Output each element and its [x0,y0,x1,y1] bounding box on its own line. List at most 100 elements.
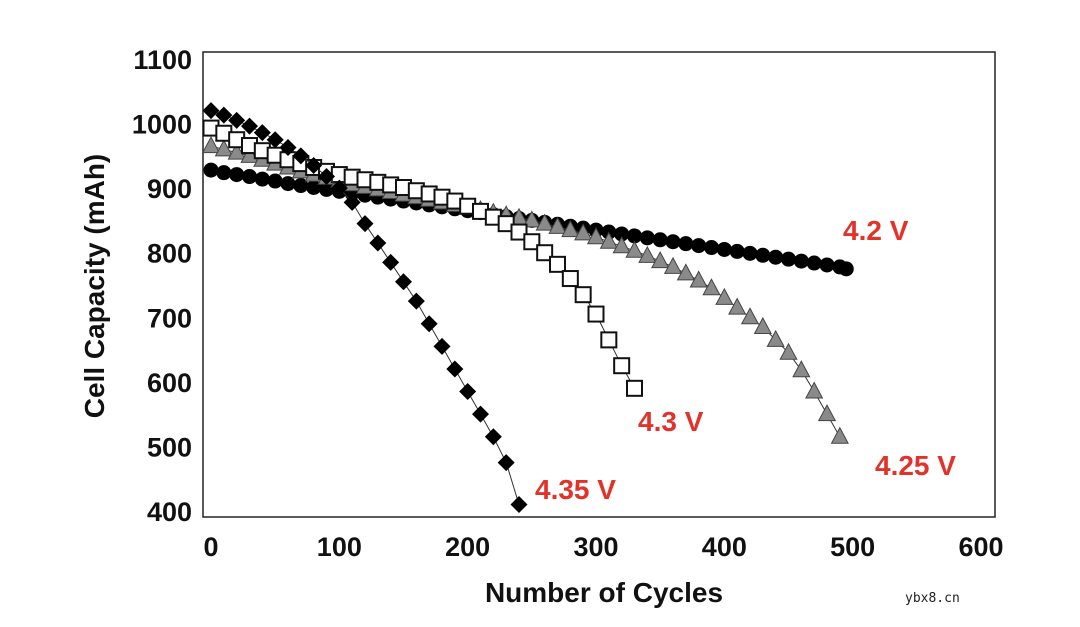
y-tick-label: 600 [147,368,192,398]
data-point [806,255,822,271]
data-point [676,263,695,281]
data-point [627,228,642,244]
data-point [691,238,707,254]
data-point [652,232,668,248]
data-point [203,162,219,178]
y-axis-title: Cell Capacity (mAh) [79,154,110,419]
data-point [293,178,309,194]
x-tick-label: 600 [958,532,1003,562]
data-point [715,287,734,305]
x-tick-label: 100 [317,532,362,562]
data-point [279,138,297,156]
data-point [740,307,760,325]
data-point [549,255,566,273]
series-4-35-v [202,102,528,514]
data-point [253,124,271,142]
data-point [742,245,758,261]
data-point [318,168,335,186]
data-point [241,117,258,135]
data-point [753,316,772,334]
data-point [638,245,657,263]
data-point [227,142,246,160]
data-point [306,179,322,195]
data-point [651,251,670,269]
data-point [254,171,270,187]
data-point [728,297,747,315]
data-point [574,286,592,304]
series-4-3-v [202,119,643,397]
watermark: ybx8.cn [905,591,960,606]
data-point [202,102,220,120]
data-point [497,454,515,472]
data-point [535,213,554,231]
data-point [330,179,348,197]
data-point [817,404,837,422]
data-point [689,270,708,288]
data-point [242,169,257,185]
data-point [433,337,451,355]
data-point [755,247,771,263]
data-point [587,305,605,323]
y-axis-ticks: 400 500 600 700 800 900 1000 1100 [132,45,192,527]
data-point [214,139,233,157]
y-tick-label: 700 [147,303,192,333]
data-point [459,383,477,401]
data-point [484,428,502,446]
data-point [228,111,246,129]
data-point [792,360,811,378]
data-point [639,230,655,246]
data-point [369,234,387,252]
data-point [702,278,721,296]
label-4-25v: 4.25 V [875,450,956,481]
data-point [838,261,854,277]
label-4-35v: 4.35 V [535,474,616,505]
data-point [343,193,361,211]
x-tick-label: 500 [830,532,875,562]
data-point [305,157,323,175]
data-point [766,329,785,347]
data-point [716,241,732,257]
x-tick-label: 0 [203,532,218,562]
data-point [574,223,593,241]
data-point [561,220,580,238]
data-point [768,249,784,265]
data-point [382,253,400,271]
y-tick-label: 400 [147,497,192,527]
data-point [319,181,334,197]
data-point [280,176,296,192]
data-point [472,405,489,423]
data-point [446,360,464,378]
data-point [523,233,541,251]
data-point [665,234,681,250]
data-point [240,145,259,163]
data-point [215,106,233,124]
data-point [704,240,719,256]
data-point [819,257,835,273]
data-point [510,223,528,241]
data-point [678,236,694,252]
data-point [613,357,631,375]
plot-area-frame [202,51,996,518]
x-axis-title: Number of Cycles [485,577,723,608]
data-point [625,240,644,258]
data-point [407,292,425,310]
data-point [548,216,567,234]
data-point [781,251,796,267]
data-point [510,496,528,514]
data-point [522,210,541,228]
data-point [599,231,618,249]
data-point [536,244,554,262]
data-point [729,243,745,259]
data-point [612,236,631,254]
data-point [229,167,245,183]
series-layer [201,102,854,514]
data-point [420,315,438,333]
data-point [830,426,849,444]
label-4-3v: 4.3 V [638,406,704,437]
data-point [356,215,374,233]
label-4-2v: 4.2 V [843,215,909,246]
data-point [292,147,310,165]
data-point [614,226,630,242]
data-point [779,342,798,360]
y-tick-label: 1000 [132,110,192,140]
